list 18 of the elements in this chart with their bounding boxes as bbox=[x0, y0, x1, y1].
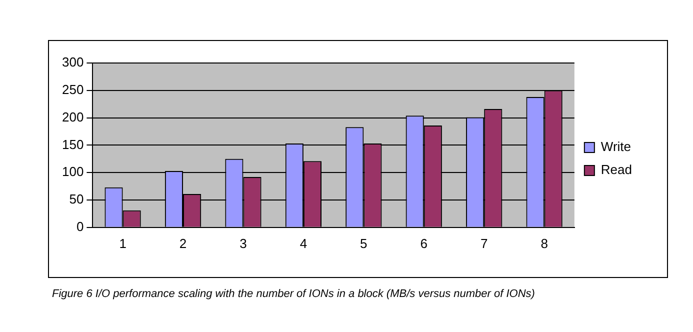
y-tick-label: 200 bbox=[62, 109, 84, 124]
x-tick-label: 3 bbox=[240, 236, 247, 251]
y-tick-label: 50 bbox=[69, 192, 84, 207]
y-tick-label: 250 bbox=[62, 82, 84, 97]
y-tick-label: 300 bbox=[62, 54, 84, 70]
x-tick-label: 8 bbox=[540, 236, 548, 251]
y-tick-label: 150 bbox=[62, 136, 84, 152]
legend-label: Write bbox=[600, 139, 632, 154]
x-tick-label: 4 bbox=[300, 236, 308, 251]
y-tick-label: 0 bbox=[76, 218, 84, 234]
x-tick-label: 2 bbox=[179, 236, 187, 251]
caption: Figure 6 I/O performance scaling with the number of IONs in a block (MB/s versus number of IONs) bbox=[52, 288, 535, 300]
x-tick-label: 6 bbox=[420, 236, 428, 251]
y-tick-label: 100 bbox=[62, 164, 84, 180]
x-tick-label: 1 bbox=[119, 236, 126, 251]
x-tick-label: 7 bbox=[480, 236, 488, 251]
x-tick-label: 5 bbox=[360, 236, 368, 251]
legend-label: Read bbox=[600, 162, 632, 178]
